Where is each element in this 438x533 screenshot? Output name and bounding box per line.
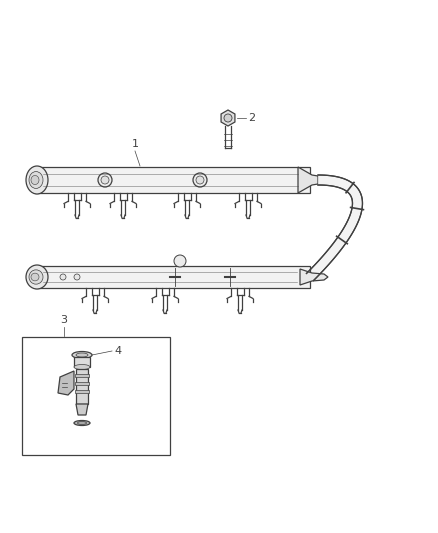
- Bar: [35, 266, 310, 288]
- Bar: [35, 167, 310, 193]
- Text: 3: 3: [60, 315, 67, 325]
- Ellipse shape: [31, 175, 39, 184]
- Polygon shape: [307, 175, 363, 280]
- Ellipse shape: [76, 353, 88, 357]
- Ellipse shape: [29, 270, 43, 284]
- Circle shape: [74, 274, 80, 280]
- Polygon shape: [221, 110, 235, 126]
- Bar: [76, 369, 88, 404]
- Circle shape: [174, 255, 186, 267]
- Bar: [75, 390, 89, 393]
- Circle shape: [60, 274, 66, 280]
- Circle shape: [98, 173, 112, 187]
- Ellipse shape: [72, 351, 92, 359]
- Circle shape: [224, 114, 232, 122]
- Ellipse shape: [78, 422, 86, 424]
- Ellipse shape: [29, 172, 43, 189]
- Text: 2: 2: [248, 113, 255, 123]
- Bar: [75, 374, 89, 377]
- Ellipse shape: [26, 166, 48, 194]
- Polygon shape: [300, 269, 328, 285]
- Circle shape: [196, 176, 204, 184]
- Circle shape: [193, 173, 207, 187]
- Polygon shape: [298, 167, 318, 193]
- Polygon shape: [76, 404, 88, 415]
- Ellipse shape: [74, 421, 90, 425]
- Text: 1: 1: [131, 139, 138, 149]
- Ellipse shape: [31, 273, 39, 281]
- Text: 4: 4: [114, 346, 121, 356]
- Polygon shape: [58, 371, 74, 395]
- Bar: [74, 357, 90, 367]
- Ellipse shape: [74, 365, 90, 369]
- Bar: [75, 382, 89, 385]
- Ellipse shape: [26, 265, 48, 289]
- Bar: [22, 337, 170, 455]
- Circle shape: [101, 176, 109, 184]
